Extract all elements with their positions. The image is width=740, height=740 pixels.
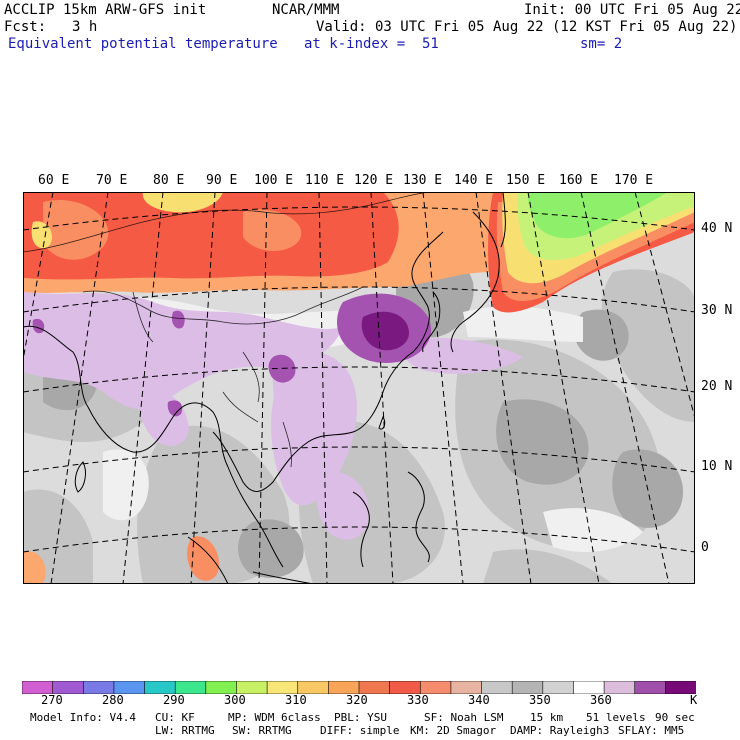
theta-e-map [23, 192, 695, 584]
coastlines [23, 192, 506, 584]
lat-label-10n: 10 N [701, 459, 733, 474]
footer-km: KM: 2D Smagor [410, 724, 497, 737]
footer-mp: MP: WDM 6class [228, 711, 321, 724]
valid-time: Valid: 03 UTC Fri 05 Aug 22 (12 KST Fri … [316, 19, 738, 35]
colorbar-label-350: 350 [529, 693, 551, 707]
level-index: at k-index = 51 [304, 36, 439, 52]
colorbar-label-320: 320 [346, 693, 368, 707]
lat-label-40n: 40 N [701, 221, 733, 236]
sw-warm [23, 551, 46, 584]
lon-label-150e: 150 E [506, 173, 546, 188]
colorbar-label-340: 340 [468, 693, 490, 707]
graticule [23, 192, 695, 584]
lon-label-120e: 120 E [354, 173, 394, 188]
lat-label-30n: 30 N [701, 303, 733, 318]
colorbar-label-310: 310 [285, 693, 307, 707]
forecast-hour: 3 h [72, 19, 98, 35]
lilac-field [23, 292, 523, 540]
colorbar [22, 681, 696, 694]
colorbar-label-330: 330 [407, 693, 429, 707]
lon-label-110e: 110 E [305, 173, 345, 188]
lon-label-90e: 90 E [206, 173, 238, 188]
model-title: ACCLIP 15km ARW-GFS init [4, 2, 207, 18]
colorbar-label-270: 270 [41, 693, 63, 707]
footer-sf: SF: Noah LSM [424, 711, 504, 724]
footer-damp: DAMP: Rayleigh3 [510, 724, 610, 737]
sumatra-warm [187, 536, 219, 581]
footer-sw: SW: RRTMG [232, 724, 292, 737]
footer-levels: 51 levels [586, 711, 646, 724]
colorbar-segment [665, 681, 696, 694]
footer-cu: CU: KF [155, 711, 195, 724]
country-borders [23, 192, 434, 468]
colorbar-unit: K [690, 693, 698, 707]
lon-label-100e: 100 E [254, 173, 294, 188]
forecast-label: Fcst: [4, 19, 47, 35]
footer-pbl: PBL: YSU [334, 711, 387, 724]
footer-resolution: 15 km [530, 711, 564, 724]
colorbar-label-300: 300 [224, 693, 246, 707]
warm-band [23, 192, 523, 293]
lon-label-70e: 70 E [96, 173, 128, 188]
colorbar-segment [634, 681, 667, 694]
footer-lw: LW: RRTMG [155, 724, 215, 737]
footer-model-info: Model Info: V4.4 [30, 711, 136, 724]
footer-diff: DIFF: simple [320, 724, 400, 737]
colorbar-label-290: 290 [163, 693, 185, 707]
lat-label-0: 0 [701, 540, 709, 555]
footer-timestep: 90 sec [655, 711, 695, 724]
smoothing: sm= 2 [580, 36, 623, 52]
purple-core [32, 293, 432, 417]
footer-sflay: SFLAY: MM5 [618, 724, 685, 737]
colorbar-label-360: 360 [590, 693, 612, 707]
field-name: Equivalent potential temperature [8, 36, 278, 52]
lat-label-20n: 20 N [701, 379, 733, 394]
lon-label-140e: 140 E [454, 173, 494, 188]
org-title: NCAR/MMM [272, 2, 340, 18]
lon-label-170e: 170 E [614, 173, 654, 188]
lon-label-60e: 60 E [38, 173, 70, 188]
lon-label-130e: 130 E [403, 173, 443, 188]
lon-label-160e: 160 E [559, 173, 599, 188]
init-time: Init: 00 UTC Fri 05 Aug 22 [524, 2, 740, 18]
colorbar-label-280: 280 [102, 693, 124, 707]
lon-label-80e: 80 E [153, 173, 185, 188]
